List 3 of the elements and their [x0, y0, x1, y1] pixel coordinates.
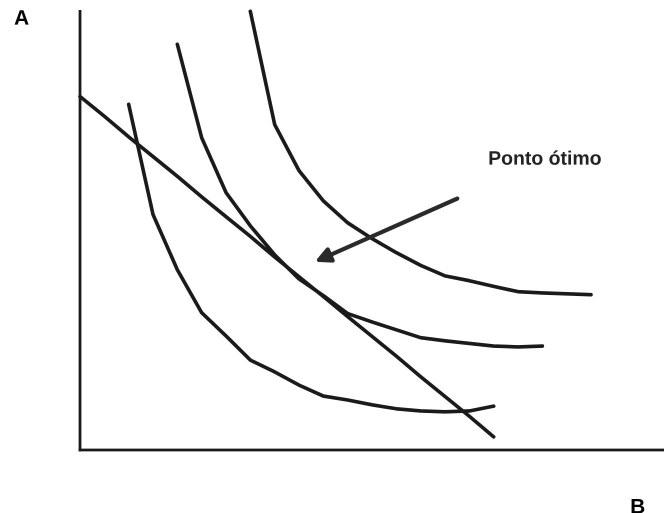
x-axis-title: B — [632, 499, 644, 513]
annotation: Ponto ótimo — [489, 150, 601, 165]
y-axis-title: A — [14, 10, 29, 25]
